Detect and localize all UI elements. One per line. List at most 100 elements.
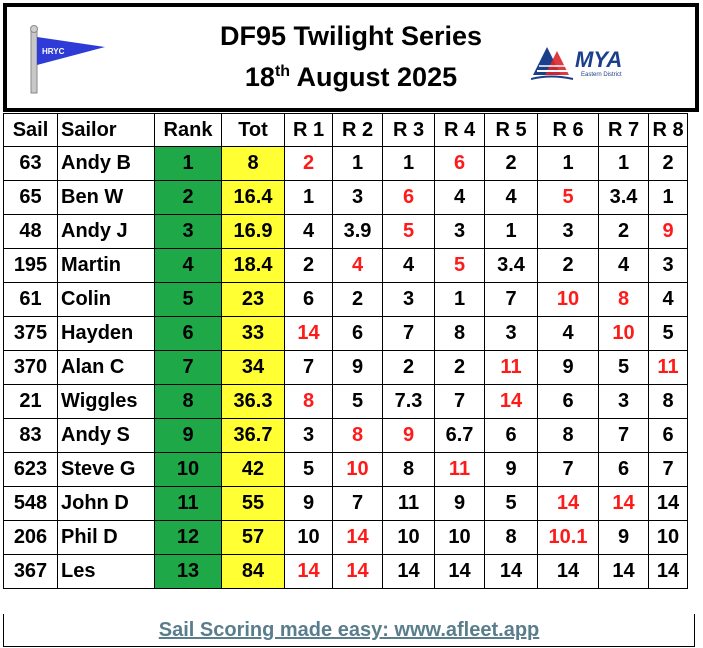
race-score-cell: 6 [648, 418, 688, 453]
race-score-cell: 3 [382, 282, 435, 317]
total-cell: 23 [221, 282, 285, 317]
race-score-discard-cell: 8 [284, 384, 333, 419]
race-score-discard-cell: 11 [648, 350, 688, 385]
table-row: 61 Colin 5 23 6 2 3 1 7 10 8 4 [3, 282, 688, 317]
race-score-cell: 2 [284, 248, 333, 283]
race-score-cell: 9 [434, 486, 485, 521]
race-score-cell: 1 [537, 146, 599, 181]
sailor-name-cell: Andy S [57, 418, 155, 453]
race-score-discard-cell: 5 [434, 248, 485, 283]
race-score-cell: 1 [382, 146, 435, 181]
race-score-cell: 9 [284, 486, 333, 521]
race-score-discard-cell: 9 [648, 214, 688, 249]
table-row: 623 Steve G 10 42 5 10 8 11 9 7 6 7 [3, 452, 688, 487]
column-header-r1: R 1 [284, 113, 333, 147]
sail-number-cell: 61 [3, 282, 58, 317]
column-header-tot: Tot [221, 113, 285, 147]
rank-cell: 5 [154, 282, 222, 317]
rank-cell: 10 [154, 452, 222, 487]
race-score-cell: 14 [648, 486, 688, 521]
race-score-discard-cell: 10.1 [537, 520, 599, 555]
date-day: 18 [244, 62, 275, 92]
race-score-cell: 10 [434, 520, 485, 555]
race-score-cell: 9 [484, 452, 538, 487]
race-score-cell: 8 [484, 520, 538, 555]
race-score-cell: 3 [484, 316, 538, 351]
race-score-cell: 2 [648, 146, 688, 181]
table-row: 65 Ben W 2 16.4 1 3 6 4 4 5 3.4 1 [3, 180, 688, 215]
race-score-cell: 14 [382, 554, 435, 589]
rank-cell: 13 [154, 554, 222, 589]
column-header-rank: Rank [154, 113, 222, 147]
rank-cell: 6 [154, 316, 222, 351]
column-header-r5: R 5 [484, 113, 538, 147]
race-score-cell: 7 [537, 452, 599, 487]
race-score-cell: 4 [284, 214, 333, 249]
race-score-cell: 14 [598, 554, 649, 589]
sail-number-cell: 21 [3, 384, 58, 419]
sail-number-cell: 623 [3, 452, 58, 487]
column-header-r3: R 3 [382, 113, 435, 147]
sail-number-cell: 548 [3, 486, 58, 521]
race-score-cell: 3.4 [598, 180, 649, 215]
race-score-cell: 9 [537, 350, 599, 385]
race-score-cell: 6 [484, 418, 538, 453]
race-score-cell: 3 [537, 214, 599, 249]
race-score-discard-cell: 10 [537, 282, 599, 317]
race-score-cell: 3 [284, 418, 333, 453]
race-score-cell: 2 [537, 248, 599, 283]
race-score-cell: 10 [382, 520, 435, 555]
race-score-cell: 4 [537, 316, 599, 351]
race-score-cell: 7 [434, 384, 485, 419]
race-score-discard-cell: 2 [284, 146, 333, 181]
total-cell: 16.9 [221, 214, 285, 249]
sailor-name-cell: Phil D [57, 520, 155, 555]
race-score-cell: 4 [598, 248, 649, 283]
race-score-discard-cell: 6 [382, 180, 435, 215]
rank-cell: 3 [154, 214, 222, 249]
race-score-cell: 2 [332, 282, 383, 317]
sailor-name-cell: Colin [57, 282, 155, 317]
sail-number-cell: 83 [3, 418, 58, 453]
total-cell: 84 [221, 554, 285, 589]
race-score-discard-cell: 4 [332, 248, 383, 283]
total-cell: 33 [221, 316, 285, 351]
rank-cell: 4 [154, 248, 222, 283]
mya-logo: MYA Eastern District [531, 47, 622, 80]
rank-cell: 9 [154, 418, 222, 453]
race-score-discard-cell: 10 [598, 316, 649, 351]
sailor-name-cell: Andy J [57, 214, 155, 249]
race-score-discard-cell: 14 [284, 316, 333, 351]
total-cell: 34 [221, 350, 285, 385]
race-score-cell: 2 [382, 350, 435, 385]
header-box: HRYC DF95 Twilight Series 18th August 20… [3, 3, 699, 112]
sailor-name-cell: Ben W [57, 180, 155, 215]
sail-number-cell: 206 [3, 520, 58, 555]
race-score-cell: 2 [598, 214, 649, 249]
race-score-cell: 1 [434, 282, 485, 317]
sailor-name-cell: John D [57, 486, 155, 521]
race-score-discard-cell: 8 [332, 418, 383, 453]
race-score-discard-cell: 11 [434, 452, 485, 487]
race-score-cell: 4 [484, 180, 538, 215]
race-score-discard-cell: 14 [332, 520, 383, 555]
table-row: 195 Martin 4 18.4 2 4 4 5 3.4 2 4 3 [3, 248, 688, 283]
sail-number-cell: 63 [3, 146, 58, 181]
table-row: 548 John D 11 55 9 7 11 9 5 14 14 14 [3, 486, 688, 521]
race-score-cell: 3.9 [332, 214, 383, 249]
sailor-name-cell: Andy B [57, 146, 155, 181]
race-score-cell: 8 [434, 316, 485, 351]
race-score-discard-cell: 14 [598, 486, 649, 521]
column-header-r4: R 4 [434, 113, 485, 147]
race-score-cell: 14 [484, 554, 538, 589]
race-score-cell: 8 [648, 384, 688, 419]
race-score-discard-cell: 11 [484, 350, 538, 385]
race-score-cell: 3.4 [484, 248, 538, 283]
race-score-cell: 5 [484, 486, 538, 521]
mya-logo-subtext: Eastern District [581, 72, 622, 78]
race-score-cell: 14 [434, 554, 485, 589]
footer-link[interactable]: Sail Scoring made easy: www.afleet.app [3, 614, 695, 647]
race-score-discard-cell: 10 [332, 452, 383, 487]
race-score-cell: 4 [434, 180, 485, 215]
